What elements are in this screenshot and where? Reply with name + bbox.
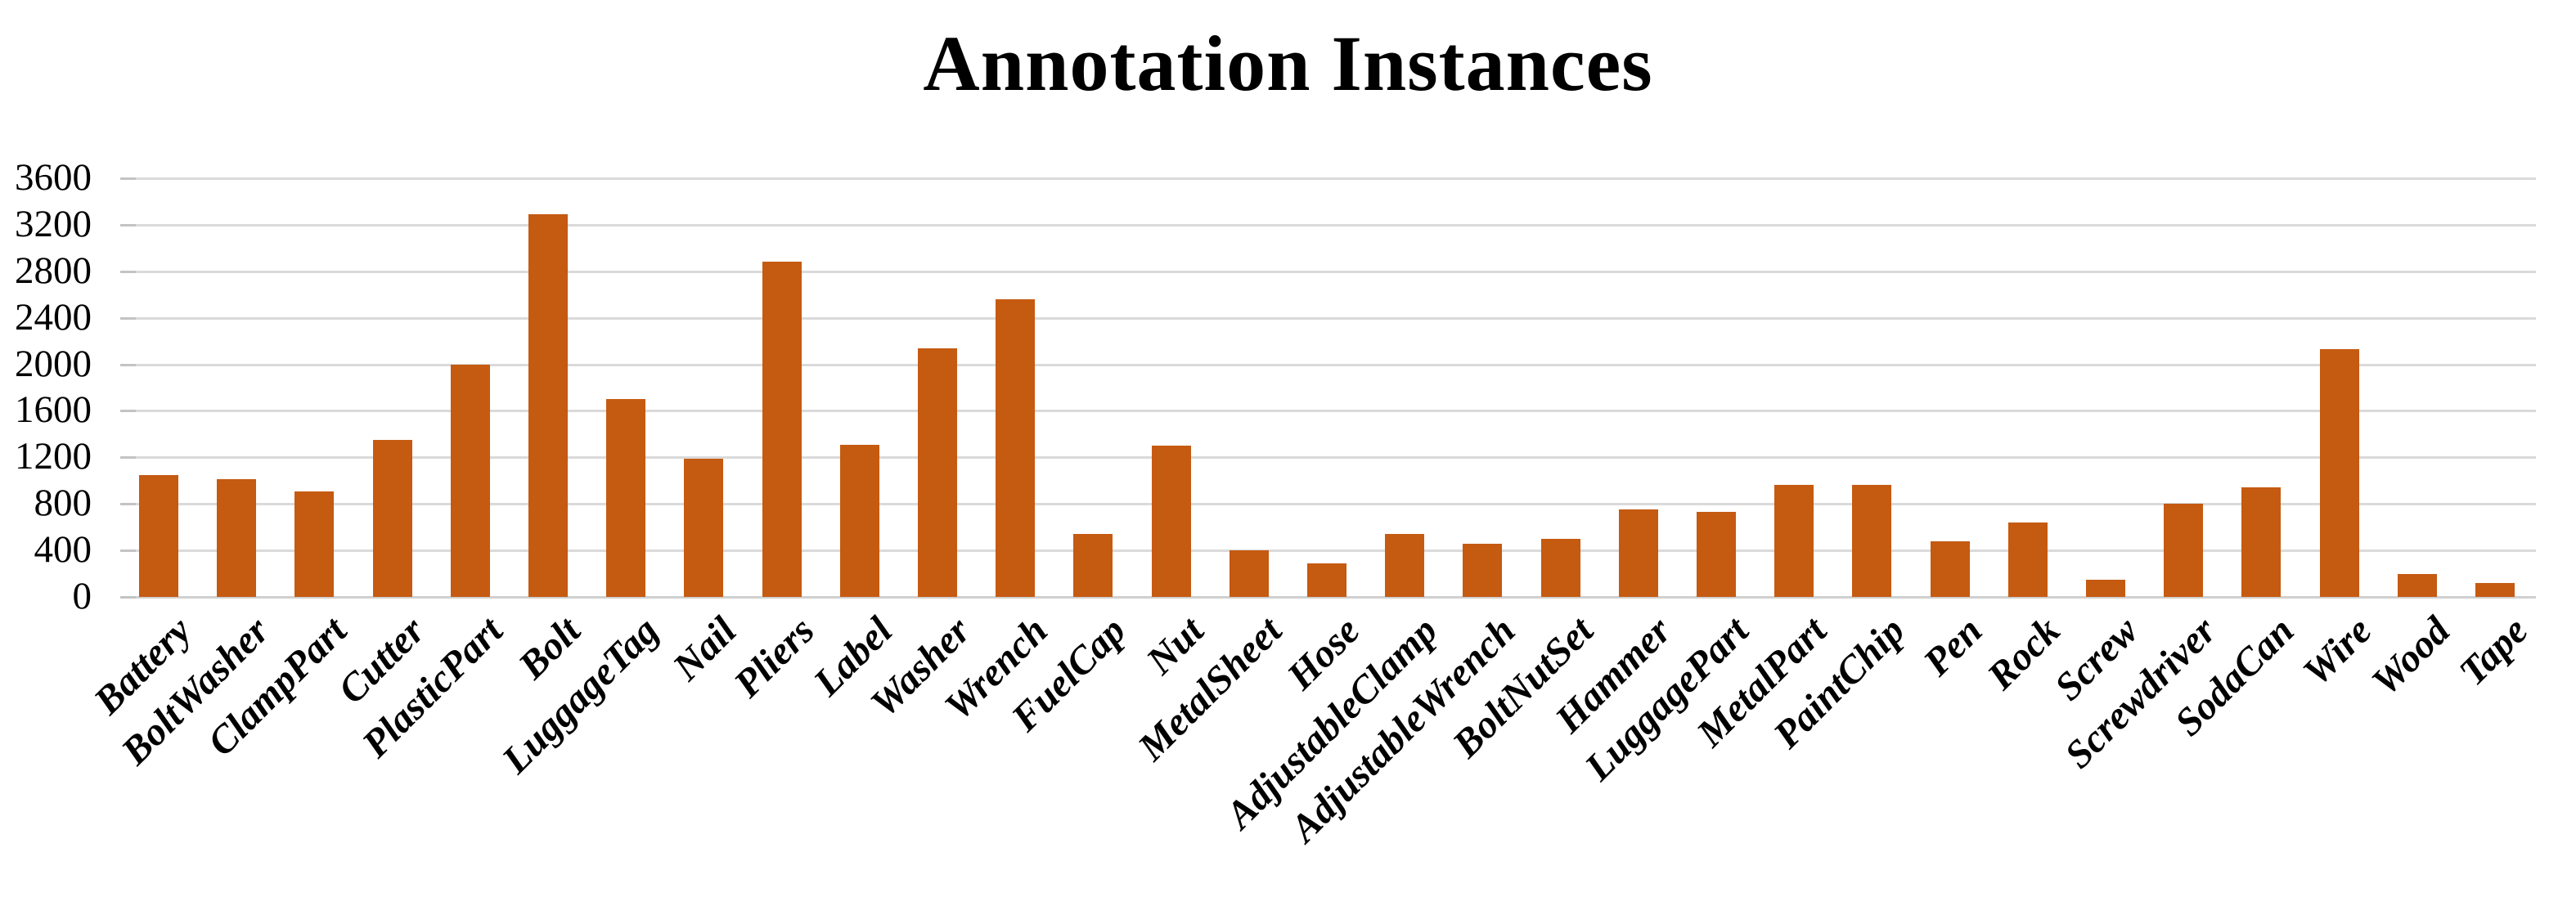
bar-Nut bbox=[1151, 446, 1191, 597]
bar-ClampPart bbox=[294, 491, 335, 597]
x-tick-label-Wood: Wood bbox=[2362, 608, 2458, 704]
y-tick-label: 1200 bbox=[15, 435, 92, 478]
gridline bbox=[120, 503, 2536, 506]
gridline bbox=[120, 410, 2536, 413]
bar-Label bbox=[839, 444, 879, 597]
x-tick-label-Tape: Tape bbox=[2450, 608, 2537, 694]
plot-area bbox=[120, 177, 2536, 599]
y-axis-tick bbox=[120, 270, 136, 273]
x-tick-label-Pliers: Pliers bbox=[726, 608, 823, 706]
bar-Battery bbox=[139, 474, 178, 597]
y-tick-label: 1600 bbox=[15, 388, 92, 432]
y-axis-tick bbox=[120, 456, 136, 460]
bar-Cutter bbox=[372, 440, 412, 597]
chart-title: Annotation Instances bbox=[923, 20, 1653, 107]
y-axis-tick bbox=[120, 410, 136, 413]
bar-Tape bbox=[2475, 582, 2515, 597]
bar-Pliers bbox=[762, 262, 802, 597]
y-axis-tick bbox=[120, 503, 136, 506]
x-tick-label-Wire: Wire bbox=[2295, 608, 2380, 694]
y-tick-label: 3600 bbox=[15, 156, 92, 199]
y-tick-label: 2800 bbox=[15, 249, 92, 292]
bar-Pen bbox=[1930, 540, 1970, 597]
gridline bbox=[120, 456, 2536, 460]
bar-PlasticPart bbox=[450, 364, 490, 597]
gridline bbox=[120, 549, 2536, 553]
y-tick-label: 2000 bbox=[15, 342, 92, 385]
y-axis-tick bbox=[120, 177, 136, 180]
bar-SodaCan bbox=[2241, 487, 2282, 597]
gridline bbox=[120, 363, 2536, 366]
gridline bbox=[120, 177, 2536, 180]
bar-Bolt bbox=[528, 214, 568, 597]
bar-Washer bbox=[918, 348, 957, 597]
bar-Rock bbox=[2007, 522, 2048, 597]
gridline bbox=[120, 270, 2536, 273]
bar-LuggageTag bbox=[606, 399, 646, 597]
y-tick-label: 3200 bbox=[15, 202, 92, 245]
y-axis-tick bbox=[120, 223, 136, 227]
y-tick-label: 0 bbox=[72, 575, 92, 617]
bar-Screwdriver bbox=[2164, 504, 2204, 597]
bar-LuggagePart bbox=[1697, 512, 1736, 597]
bar-Screw bbox=[2086, 579, 2125, 597]
y-axis-tick bbox=[120, 363, 136, 366]
y-tick-label: 2400 bbox=[15, 295, 92, 339]
bar-Wood bbox=[2397, 573, 2437, 597]
bar-PaintChip bbox=[1852, 485, 1892, 597]
y-axis-tick bbox=[120, 549, 136, 553]
gridline bbox=[120, 223, 2536, 227]
bar-FuelCap bbox=[1073, 534, 1113, 597]
x-tick-label-MetalSheet: MetalSheet bbox=[1130, 608, 1290, 769]
y-axis-tick bbox=[120, 316, 136, 320]
bar-MetalSheet bbox=[1229, 550, 1269, 597]
x-tick-label-Pen: Pen bbox=[1915, 608, 1991, 684]
bar-Hose bbox=[1307, 563, 1346, 597]
bar-BoltNutSet bbox=[1540, 538, 1580, 597]
bar-Wrench bbox=[996, 298, 1036, 597]
bar-Hammer bbox=[1618, 509, 1658, 597]
bar-Nail bbox=[684, 458, 724, 597]
bar-BoltWasher bbox=[217, 479, 257, 597]
y-tick-label: 800 bbox=[34, 482, 92, 525]
y-tick-label: 400 bbox=[34, 528, 92, 572]
bar-Wire bbox=[2319, 349, 2359, 597]
bar-MetalPart bbox=[1774, 485, 1814, 597]
bar-AdjustableWrench bbox=[1463, 543, 1503, 597]
gridline bbox=[120, 316, 2536, 320]
x-axis-line bbox=[120, 596, 2536, 599]
y-axis-tick bbox=[120, 596, 136, 599]
bar-AdjustableClamp bbox=[1385, 534, 1425, 597]
